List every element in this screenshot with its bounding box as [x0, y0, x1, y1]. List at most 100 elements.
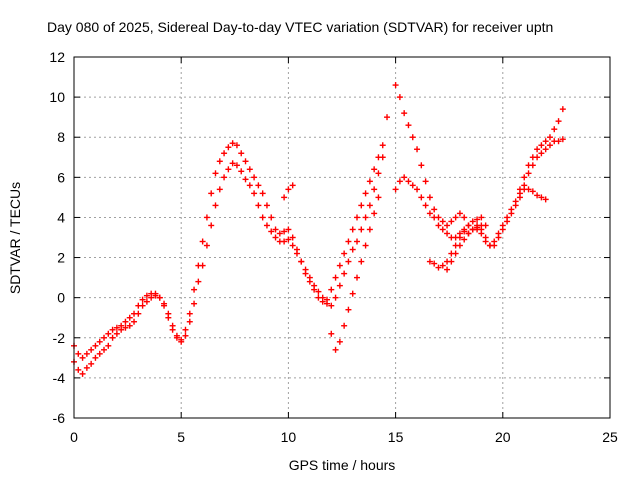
- data-point: [555, 138, 562, 145]
- data-point: [229, 160, 236, 167]
- data-point: [546, 134, 553, 141]
- data-point: [156, 294, 163, 301]
- x-tick-label: 25: [602, 429, 618, 445]
- data-point: [139, 296, 146, 303]
- data-point: [482, 222, 489, 229]
- x-tick-label: 10: [281, 429, 297, 445]
- y-tick-label: -4: [53, 370, 66, 386]
- data-point: [452, 214, 459, 221]
- data-point: [328, 302, 335, 309]
- data-point: [242, 176, 249, 183]
- data-point: [542, 138, 549, 145]
- data-point: [465, 230, 472, 237]
- data-point: [298, 258, 305, 265]
- data-point: [396, 178, 403, 185]
- data-point: [525, 186, 532, 193]
- data-point: [242, 158, 249, 165]
- data-point: [461, 214, 468, 221]
- data-point: [122, 318, 129, 325]
- data-point: [109, 326, 116, 333]
- data-point: [203, 214, 210, 221]
- data-point: [555, 118, 562, 125]
- data-point: [161, 302, 168, 309]
- data-point: [345, 238, 352, 245]
- data-point: [341, 270, 348, 277]
- data-point: [101, 346, 108, 353]
- data-point: [186, 318, 193, 325]
- data-point: [285, 236, 292, 243]
- data-point: [375, 154, 382, 161]
- data-point: [444, 266, 451, 273]
- data-point: [319, 298, 326, 305]
- data-point: [409, 134, 416, 141]
- data-point: [208, 190, 215, 197]
- data-point: [508, 210, 515, 217]
- data-point: [216, 158, 223, 165]
- data-point: [371, 186, 378, 193]
- data-point: [323, 296, 330, 303]
- data-point: [349, 290, 356, 297]
- data-point: [289, 242, 296, 249]
- data-point: [516, 190, 523, 197]
- data-point: [439, 226, 446, 233]
- data-point: [246, 166, 253, 173]
- y-tick-label: 0: [57, 290, 65, 306]
- data-point: [92, 354, 99, 361]
- data-point: [152, 290, 159, 297]
- data-point: [272, 234, 279, 241]
- data-point: [354, 238, 361, 245]
- data-point: [289, 234, 296, 241]
- data-point: [384, 114, 391, 121]
- data-point: [255, 182, 262, 189]
- data-point: [392, 186, 399, 193]
- data-point: [191, 286, 198, 293]
- data-point: [538, 194, 545, 201]
- data-points: [71, 82, 566, 377]
- data-point: [431, 206, 438, 213]
- data-point: [546, 142, 553, 149]
- data-point: [456, 242, 463, 249]
- data-point: [482, 234, 489, 241]
- data-point: [422, 178, 429, 185]
- data-point: [251, 174, 258, 181]
- data-point: [79, 354, 86, 361]
- data-point: [362, 214, 369, 221]
- data-point: [238, 168, 245, 175]
- y-tick-label: 10: [49, 89, 65, 105]
- data-point: [439, 262, 446, 269]
- data-point: [233, 162, 240, 169]
- data-point: [306, 278, 313, 285]
- data-point: [418, 162, 425, 169]
- data-point: [405, 122, 412, 129]
- data-point: [371, 210, 378, 217]
- data-point: [195, 278, 202, 285]
- data-point: [178, 336, 185, 343]
- data-point: [75, 350, 82, 357]
- data-point: [101, 334, 108, 341]
- data-point: [366, 226, 373, 233]
- data-point: [135, 302, 142, 309]
- x-axis-title: GPS time / hours: [289, 457, 396, 473]
- data-point: [105, 330, 112, 337]
- data-point: [444, 230, 451, 237]
- data-point: [75, 366, 82, 373]
- data-point: [354, 214, 361, 221]
- data-point: [358, 226, 365, 233]
- data-point: [362, 242, 369, 249]
- chart-title: Day 080 of 2025, Sidereal Day-to-day VTE…: [47, 19, 553, 35]
- data-point: [88, 346, 95, 353]
- x-tick-label: 15: [388, 429, 404, 445]
- data-point: [272, 226, 279, 233]
- data-point: [448, 258, 455, 265]
- data-point: [439, 218, 446, 225]
- data-point: [328, 330, 335, 337]
- x-tick-label: 5: [177, 429, 185, 445]
- data-point: [379, 142, 386, 149]
- data-point: [225, 144, 232, 151]
- axis-ticks: [73, 56, 611, 419]
- data-point: [143, 298, 150, 305]
- data-point: [461, 226, 468, 233]
- data-point: [525, 170, 532, 177]
- data-point: [208, 222, 215, 229]
